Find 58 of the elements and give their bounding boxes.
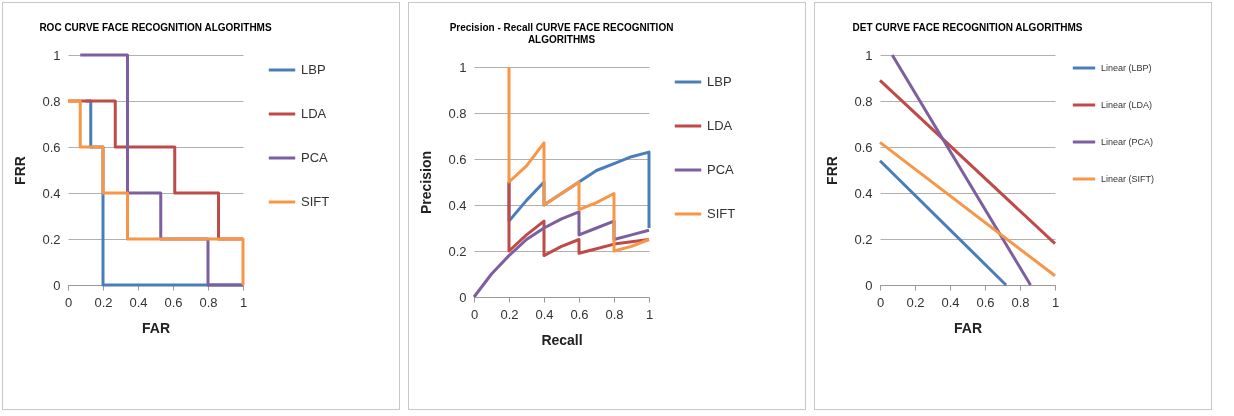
line-series <box>507 65 651 253</box>
y-axis-title: FRR <box>12 156 29 185</box>
x-tick-label: 0 <box>876 294 885 310</box>
legend-label: Linear (SIFT) <box>1101 174 1155 184</box>
x-axis-title: Recall <box>541 331 583 348</box>
y-tick-label: 0.2 <box>854 231 873 247</box>
y-tick-label: 0.6 <box>42 139 61 155</box>
x-tick-label: 1 <box>239 294 248 310</box>
legend-label: Linear (PCA) <box>1101 137 1154 147</box>
y-tick-label: 1 <box>459 59 467 75</box>
y-tick-label: 0.6 <box>854 139 873 155</box>
x-tick-label: 0.8 <box>605 306 624 322</box>
x-tick-label: 0.2 <box>94 294 113 310</box>
y-axis-title: Precision <box>418 150 435 215</box>
x-tick-label: 0.4 <box>535 306 554 322</box>
legend-label: PCA <box>707 162 735 177</box>
x-tick-label: 0.4 <box>941 294 960 310</box>
y-tick-label: 0.6 <box>448 151 467 167</box>
x-axis-title: FAR <box>954 319 982 336</box>
legend-label: Linear (LBP) <box>1101 63 1152 73</box>
legend-label: SIFT <box>301 194 330 209</box>
x-tick-label: 0 <box>470 306 479 322</box>
x-tick-label: 0.2 <box>500 306 519 322</box>
y-tick-label: 0.8 <box>854 93 873 109</box>
y-tick-label: 0.4 <box>42 185 61 201</box>
line-series <box>472 210 651 299</box>
x-tick-label: 0.8 <box>199 294 218 310</box>
y-tick-label: 0 <box>865 277 873 293</box>
x-tick-label: 0 <box>64 294 73 310</box>
legend-label: LDA <box>707 118 733 133</box>
y-tick-label: 0.2 <box>42 231 61 247</box>
y-tick-label: 0.4 <box>448 197 467 213</box>
legend-label: Linear (LDA) <box>1101 100 1153 110</box>
y-tick-label: 0 <box>53 277 61 293</box>
y-tick-label: 1 <box>53 47 61 63</box>
legend-label: LBP <box>301 62 326 77</box>
y-axis-title: FRR <box>824 156 841 185</box>
y-tick-label: 0.4 <box>854 185 873 201</box>
x-tick-label: 0.4 <box>129 294 148 310</box>
y-tick-label: 0.8 <box>448 105 467 121</box>
x-tick-label: 0.6 <box>976 294 995 310</box>
chart-title: Precision - Recall CURVE FACE RECOGNITION ALGORITHMS <box>449 22 674 45</box>
x-tick-label: 0.8 <box>1011 294 1030 310</box>
x-tick-label: 0.6 <box>164 294 183 310</box>
x-axis-title: FAR <box>142 319 170 336</box>
chart-title: ROC CURVE FACE RECOGNITION ALGORITHMS <box>39 22 272 33</box>
legend-label: LBP <box>707 74 732 89</box>
legend-label: SIFT <box>707 206 736 221</box>
chart-title: DET CURVE FACE RECOGNITION ALGORITHMS <box>852 22 1083 33</box>
y-tick-label: 0.2 <box>448 243 467 259</box>
y-tick-label: 0.8 <box>42 93 61 109</box>
legend-label: LDA <box>301 106 327 121</box>
legend-label: PCA <box>301 150 329 165</box>
y-tick-label: 1 <box>865 47 873 63</box>
x-tick-label: 0.6 <box>570 306 589 322</box>
x-tick-label: 0.2 <box>906 294 925 310</box>
x-tick-label: 1 <box>1051 294 1060 310</box>
x-tick-label: 1 <box>645 306 654 322</box>
